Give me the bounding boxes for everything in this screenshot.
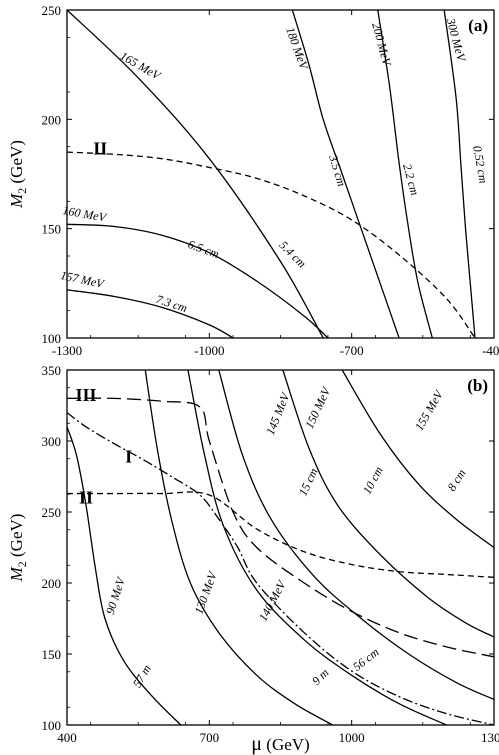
curve-iii — [67, 397, 494, 658]
curve-ii — [67, 491, 494, 578]
y-axis-label: M2 (GeV) — [7, 514, 29, 583]
curve-140-mev — [187, 370, 447, 725]
contour-label-157-mev: 157 MeV — [59, 268, 106, 291]
curves — [67, 370, 494, 725]
contour-label-160-mev: 160 MeV — [62, 203, 109, 225]
x-tick-label: 1300 — [481, 730, 499, 745]
y-tick-label: 100 — [42, 718, 62, 733]
contour-label-90-mev: 90 MeV — [103, 574, 128, 616]
x-tick-label: 700 — [200, 730, 220, 745]
y-tick-label: 150 — [42, 222, 62, 237]
contour-label-180-mev: 180 MeV — [283, 25, 312, 72]
y-tick-label: 350 — [42, 363, 62, 378]
curve-90-mev — [67, 426, 182, 725]
curve-200-mev — [377, 10, 433, 338]
contour-label-150-mev: 150 MeV — [302, 384, 334, 431]
y-tick-label: 300 — [42, 434, 62, 449]
contour-label-9-m: 9 m — [309, 665, 332, 688]
y-tick-label: 200 — [42, 576, 62, 591]
panel-label: (b) — [467, 376, 488, 395]
x-tick-label: -1300 — [52, 343, 82, 358]
curve-165-mev — [67, 10, 324, 338]
panel-b: 400 700 1000 1300 100 150 200 250 300 350 M2 (GeV)… — [7, 363, 499, 755]
x-tick-label: 1000 — [339, 730, 365, 745]
contour-label-155-mev: 155 MeV — [412, 387, 447, 433]
contour-label-300-mev: 300 MeV — [443, 16, 469, 64]
curve-i — [67, 412, 494, 725]
x-tick-label: 400 — [57, 730, 77, 745]
y-tick-label: 100 — [42, 331, 62, 346]
contour-label-200-mev: 200 MeV — [369, 21, 394, 68]
y-tick-label: 250 — [42, 505, 62, 520]
contour-label-0-52-cm: 0.52 cm — [470, 145, 490, 185]
contour-label-130-mev: 130 MeV — [192, 569, 221, 616]
contour-label-7-3-cm: 7.3 cm — [154, 292, 189, 315]
contour-label-140-mev: 140 MeV — [256, 577, 290, 624]
curve-157-mev — [67, 289, 234, 338]
curve-155-mev — [341, 370, 494, 549]
region-label-ii: II — [93, 138, 107, 158]
contour-label-165-mev: 165 MeV — [118, 49, 164, 84]
curve-130-mev — [144, 370, 334, 725]
y-tick-label: 150 — [42, 647, 62, 662]
panel-a: -1300 -1000 -700 -400 100 150 200 250 M2 (GeV) (a… — [7, 3, 499, 358]
curve-300-mev — [443, 10, 476, 338]
y-axis-label: M2 (GeV) — [7, 140, 29, 209]
y-tick-label: 250 — [42, 3, 62, 18]
y-tick-label: 200 — [42, 112, 62, 127]
contour-label-10-cm: 10 cm — [360, 464, 386, 496]
contour-label-8-cm: 8 cm — [444, 466, 468, 493]
x-tick-label: -400 — [482, 343, 499, 358]
panel-label: (a) — [468, 16, 488, 35]
contour-label-5-4-cm: 5.4 cm — [277, 238, 310, 271]
curve-180-mev — [291, 10, 400, 338]
x-tick-label: -700 — [340, 343, 364, 358]
region-label-ii: II — [79, 487, 93, 507]
x-axis-label: μ (GeV) — [251, 733, 309, 755]
curve-150-mev — [282, 370, 494, 638]
curve-145-mev — [218, 370, 494, 701]
x-tick-label: -1000 — [194, 343, 224, 358]
curve-ii — [67, 151, 476, 338]
contour-label-15-cm: 15 cm — [296, 466, 321, 498]
contour-label-56-cm: 56 cm — [350, 645, 382, 674]
curve-160-mev — [67, 223, 329, 338]
region-label-iii: III — [75, 385, 96, 405]
contour-label-145-mev: 145 MeV — [263, 390, 293, 437]
curves — [67, 10, 476, 338]
contour-label-57-m: 57 m — [130, 662, 154, 690]
region-label-i: I — [125, 446, 132, 466]
contour-label-6-5-cm: 6.5 cm — [186, 237, 221, 261]
contour-label-3-5-cm: 3.5 cm — [326, 152, 349, 188]
